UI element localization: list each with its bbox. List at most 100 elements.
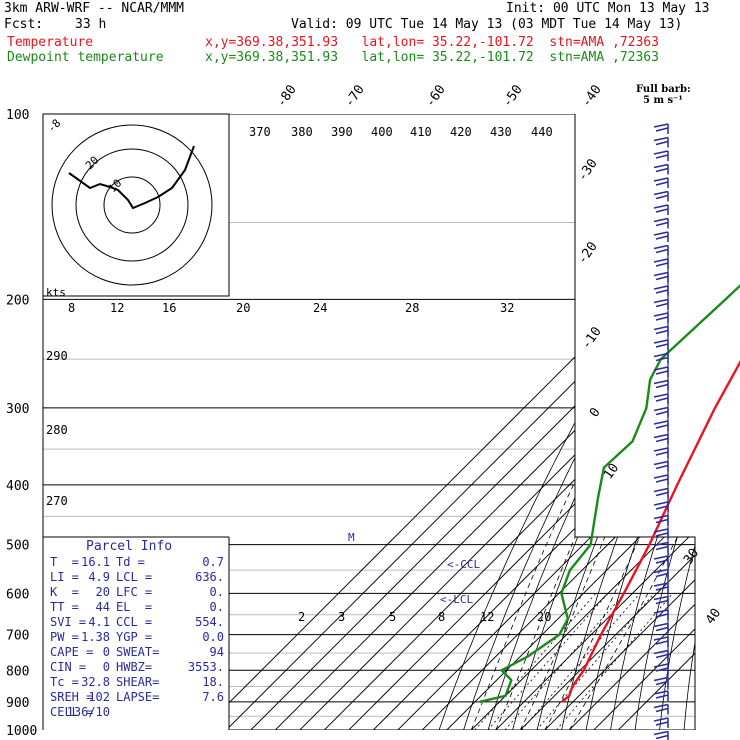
wind-barb — [653, 433, 669, 445]
hodograph-speed-label: 28 — [405, 301, 419, 315]
pressure-label-400: 400 — [6, 479, 29, 494]
parcel-value: 636. — [195, 570, 224, 584]
hodograph-speed-label: 8 — [68, 301, 75, 315]
hodograph-speed-label: 32 — [500, 301, 514, 315]
lcl-annotation: <-LCL — [440, 593, 473, 606]
hodograph-trace — [68, 145, 195, 210]
parcel-value: 4.9 — [88, 570, 110, 584]
pressure-label-900: 900 — [6, 696, 29, 711]
wind-barb — [653, 244, 669, 256]
dry-adiabat — [610, 114, 695, 730]
theta-label: 390 — [331, 125, 353, 139]
parcel-label: CCL = — [116, 615, 153, 629]
moist-adiabat — [519, 299, 695, 730]
dry-adiabat — [683, 114, 695, 730]
dewpoint-legend-info: x,y=369.38,351.93 lat,lon= 35.22,-101.72… — [205, 50, 659, 65]
dry-adiabat — [585, 114, 695, 730]
isotherm-label: 30 — [681, 546, 702, 567]
isotherm-label: -80 — [274, 82, 300, 110]
wind-barb — [653, 541, 669, 553]
parcel-value: 0.7 — [202, 555, 224, 569]
pressure-label-500: 500 — [6, 539, 29, 554]
wind-barb — [653, 217, 669, 229]
wind-barb — [653, 393, 669, 404]
wind-barb — [653, 474, 669, 485]
wind-barb — [653, 690, 669, 701]
wind-barb — [653, 339, 669, 350]
hodograph-speed-label: 16 — [162, 301, 176, 315]
wind-barb — [653, 730, 669, 740]
pressure-label-600: 600 — [6, 587, 29, 602]
dry-adiabat — [463, 114, 695, 730]
wind-barb — [653, 447, 669, 458]
wind-barb — [653, 325, 669, 337]
moist-adiabat — [470, 299, 671, 730]
parcel-value: 94 — [209, 645, 224, 659]
mixing-ratio-label: 3 — [338, 610, 345, 624]
level-annotation: M — [348, 531, 355, 544]
parcel-value: 7.6 — [202, 690, 224, 704]
theta-label: 420 — [450, 125, 472, 139]
parcel-label: PW = — [50, 630, 79, 644]
parcel-value: 0.0 — [202, 630, 224, 644]
isotherm — [397, 114, 695, 730]
wind-barb — [653, 663, 669, 674]
dry-adiabat — [487, 114, 695, 730]
model-title: 3km ARW-WRF -- NCAR/MMM — [4, 1, 185, 16]
parcel-label: SWEAT= — [116, 645, 160, 659]
theta-label: 410 — [410, 125, 432, 139]
wind-barb — [653, 312, 669, 323]
pressure-label-1000: 1000 — [6, 724, 37, 739]
wind-barb — [653, 163, 669, 175]
parcel-value: 16.1 — [81, 555, 110, 569]
parcel-label: HWBZ= — [116, 660, 153, 674]
theta-label: 270 — [46, 494, 68, 508]
parcel-value: 0. — [209, 600, 224, 614]
wind-barb — [653, 406, 669, 418]
parcel-value: 136/10 — [66, 705, 110, 719]
hodograph-speed-label: 24 — [313, 301, 327, 315]
parcel-label: CIN = — [50, 660, 87, 674]
hodograph-ring — [103, 176, 161, 234]
wind-barb — [653, 420, 669, 431]
parcel-value: 0. — [209, 585, 224, 599]
hodograph-unit: kts — [46, 286, 66, 299]
isotherm — [470, 114, 695, 730]
wind-barb — [653, 703, 669, 715]
hodograph-speed-label: 20 — [236, 301, 250, 315]
parcel-value: 18. — [202, 675, 224, 689]
dewpoint-legend-label: Dewpoint temperature — [7, 50, 164, 65]
theta-label: 370 — [249, 125, 271, 139]
wind-barb — [653, 204, 669, 215]
pressure-label-300: 300 — [6, 402, 29, 417]
forecast-hour: 33 h — [75, 17, 107, 32]
parcel-label: LAPSE= — [116, 690, 160, 704]
parcel-label: Tc = — [50, 675, 79, 689]
wind-barb — [653, 487, 669, 499]
theta-label: 400 — [371, 125, 393, 139]
wind-barb — [653, 717, 669, 728]
parcel-label: LI = — [50, 570, 79, 584]
parcel-value: 44 — [95, 600, 110, 614]
temperature-legend-info: x,y=369.38,351.93 lat,lon= 35.22,-101.72… — [205, 35, 659, 50]
pressure-label-200: 200 — [6, 293, 29, 308]
isotherm-label: 0 — [587, 405, 604, 420]
theta-label: 280 — [46, 423, 68, 437]
isotherm — [568, 114, 695, 730]
wind-barb — [653, 460, 669, 472]
dry-adiabat — [512, 114, 695, 730]
parcel-value: 1.38 — [81, 630, 110, 644]
isotherm-label: -60 — [423, 82, 449, 110]
pressure-label-100: 100 — [6, 108, 29, 123]
wind-barb — [653, 136, 669, 148]
parcel-label: K = — [50, 585, 79, 599]
mixing-ratio-line — [504, 593, 625, 730]
isotherm — [446, 114, 695, 730]
hodograph-box — [42, 113, 230, 297]
moist-adiabat — [544, 299, 695, 730]
isotherm — [544, 114, 695, 730]
init-time: Init: 00 UTC Mon 13 May 13 — [506, 1, 710, 16]
theta-label: 290 — [46, 349, 68, 363]
isotherm — [201, 114, 695, 730]
